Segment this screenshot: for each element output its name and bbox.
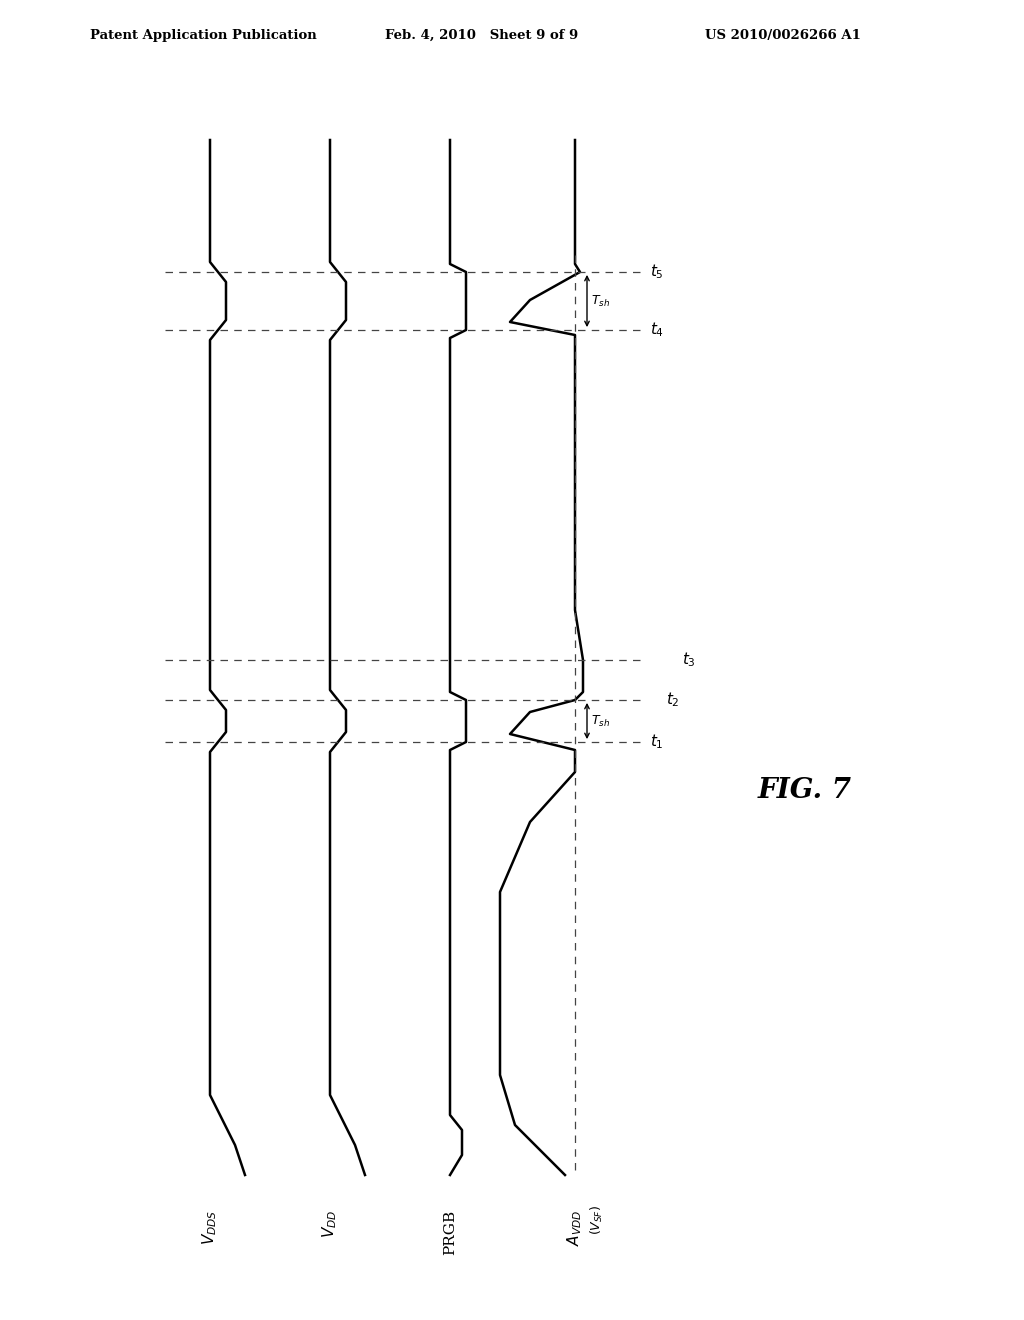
- Text: US 2010/0026266 A1: US 2010/0026266 A1: [705, 29, 861, 41]
- Text: FIG. 7: FIG. 7: [758, 776, 852, 804]
- Text: $V_{DDS}$: $V_{DDS}$: [201, 1210, 219, 1245]
- Text: $t_3$: $t_3$: [682, 651, 696, 669]
- Text: Feb. 4, 2010   Sheet 9 of 9: Feb. 4, 2010 Sheet 9 of 9: [385, 29, 579, 41]
- Text: $t_4$: $t_4$: [650, 321, 665, 339]
- Text: PRGB: PRGB: [443, 1210, 457, 1255]
- Text: $V_{DD}$: $V_{DD}$: [321, 1210, 339, 1238]
- Text: $T_{sh}$: $T_{sh}$: [591, 293, 610, 309]
- Text: $t_5$: $t_5$: [650, 263, 664, 281]
- Text: Patent Application Publication: Patent Application Publication: [90, 29, 316, 41]
- Text: $A_{VDD}$: $A_{VDD}$: [565, 1210, 585, 1246]
- Text: $(V_{SF})$: $(V_{SF})$: [589, 1205, 605, 1236]
- Text: $t_2$: $t_2$: [666, 690, 680, 709]
- Text: $T_{sh}$: $T_{sh}$: [591, 713, 610, 729]
- Text: $t_1$: $t_1$: [650, 733, 664, 751]
